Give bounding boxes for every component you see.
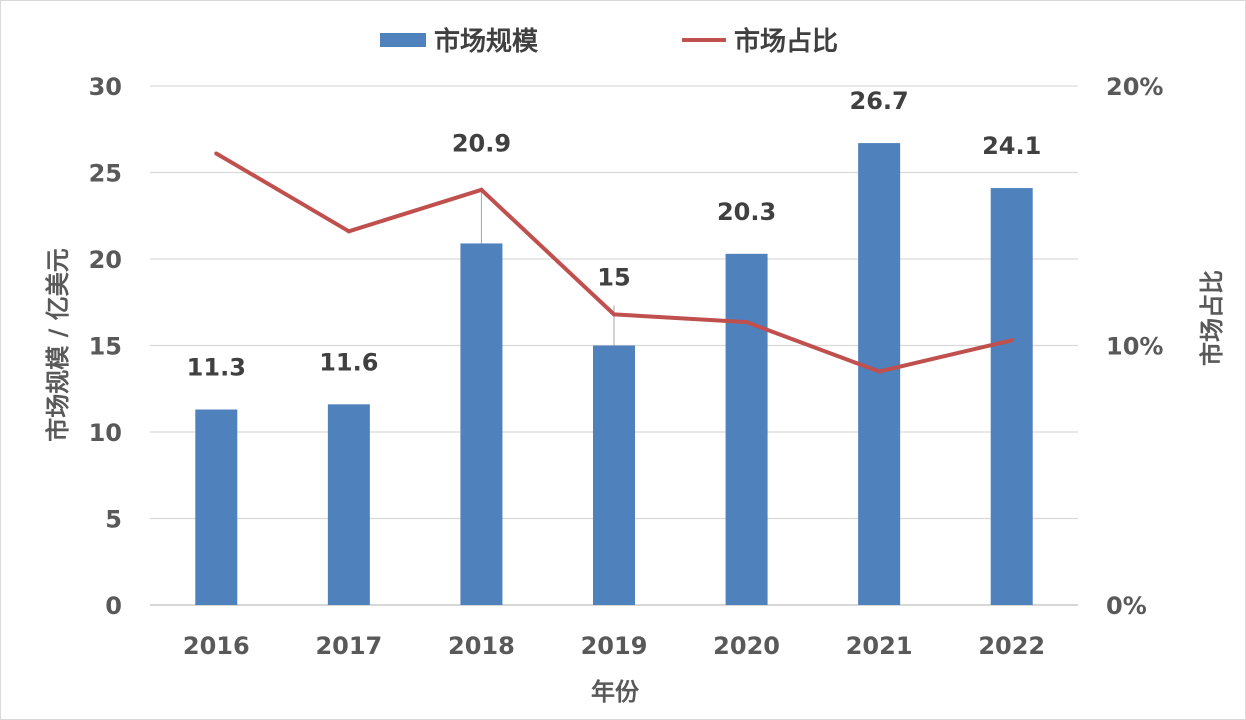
- bar-data-label: 11.6: [319, 348, 378, 376]
- y-tick-label: 20: [89, 246, 122, 274]
- line-point: [214, 151, 219, 156]
- x-tick-label: 2019: [581, 632, 648, 660]
- y2-axis-title: 市场占比: [1198, 270, 1226, 366]
- line-point: [877, 369, 882, 374]
- x-tick-label: 2018: [448, 632, 515, 660]
- y-axis-left: 0 5 10 15 20 25 30: [89, 73, 122, 620]
- bar-data-label: 20.3: [717, 198, 776, 226]
- x-tick-label: 2017: [315, 632, 382, 660]
- bar-series: [195, 143, 1033, 605]
- gridlines: [150, 85, 1078, 606]
- y-axis-title: 市场规模 / 亿美元: [44, 248, 72, 441]
- bar: [990, 188, 1033, 605]
- bar: [460, 243, 503, 605]
- line-point: [612, 312, 616, 317]
- line-point: [346, 229, 351, 234]
- line-series: [214, 151, 1014, 374]
- bar-data-label: 24.1: [982, 132, 1041, 160]
- y-tick-label: 30: [89, 73, 122, 101]
- y2-tick-label: 0%: [1106, 592, 1147, 620]
- bar-data-label: 11.3: [187, 354, 246, 382]
- line-point: [1009, 338, 1014, 343]
- x-axis-title: 年份: [591, 678, 640, 706]
- bar: [858, 143, 901, 605]
- bar: [195, 409, 238, 605]
- x-tick-label: 2020: [713, 632, 780, 660]
- legend-label-market-size: 市场规模: [434, 26, 539, 57]
- y-tick-label: 10: [89, 419, 122, 447]
- legend-swatch-market-size: [380, 33, 426, 47]
- bar-data-label: 20.9: [452, 129, 511, 157]
- bar: [327, 404, 370, 605]
- x-tick-label: 2022: [978, 632, 1045, 660]
- line-point: [744, 320, 749, 325]
- legend: 市场规模 市场占比: [380, 26, 838, 57]
- y-tick-label: 15: [89, 333, 122, 361]
- y-tick-label: 25: [89, 160, 122, 188]
- bar-data-label: 15: [597, 264, 630, 292]
- x-axis: 2016 2017 2018 2019 2020 2021 2022: [183, 632, 1045, 660]
- y-tick-label: 0: [105, 592, 122, 620]
- bar: [593, 345, 635, 605]
- data-labels: 11.3 11.6 20.9 15 20.3 26.7 24.1: [187, 87, 1042, 381]
- y2-tick-label: 10%: [1106, 333, 1163, 361]
- legend-label-market-share: 市场占比: [734, 26, 838, 57]
- bar: [725, 253, 768, 605]
- y-axis-right: 0% 10% 20%: [1106, 73, 1163, 620]
- x-tick-label: 2016: [183, 632, 250, 660]
- bar-data-label: 26.7: [850, 87, 909, 115]
- line-point: [479, 187, 484, 192]
- y-tick-label: 5: [105, 506, 122, 534]
- y2-tick-label: 20%: [1106, 73, 1163, 101]
- x-tick-label: 2021: [846, 632, 913, 660]
